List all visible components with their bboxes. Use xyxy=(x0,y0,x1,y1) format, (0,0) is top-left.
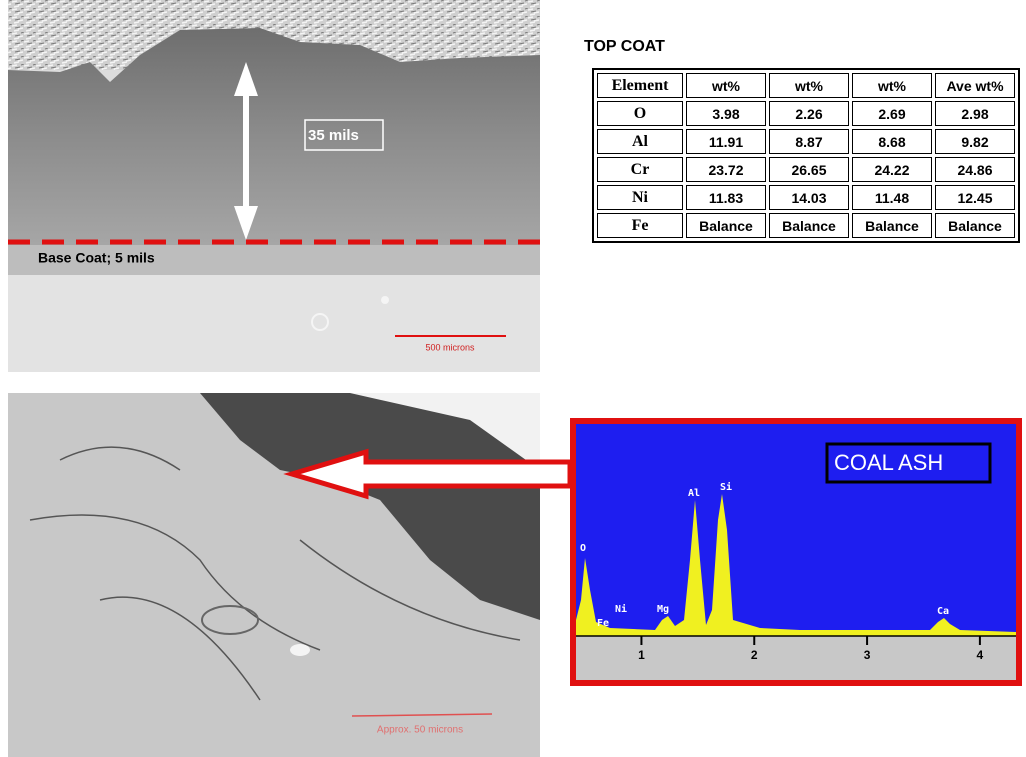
table-cell: 11.83 xyxy=(686,185,766,210)
table-cell: O xyxy=(597,101,683,126)
table-cell: Balance xyxy=(769,213,849,238)
table-cell: 11.48 xyxy=(852,185,932,210)
bottom-micrograph: Approx. 50 microns xyxy=(8,393,540,757)
table-cell: Fe xyxy=(597,213,683,238)
table-cell: Ave wt% xyxy=(935,73,1015,98)
table-cell: 2.26 xyxy=(769,101,849,126)
peak-label: Fe xyxy=(597,618,609,629)
x-tick-label: 2 xyxy=(751,648,758,662)
table-title: TOP COAT xyxy=(584,38,665,55)
table-cell: 12.45 xyxy=(935,185,1015,210)
table-row: O 3.98 2.26 2.69 2.98 xyxy=(597,101,1015,126)
scale-label: 500 microns xyxy=(425,342,475,352)
table-cell: 14.03 xyxy=(769,185,849,210)
table-row: Cr 23.72 26.65 24.22 24.86 xyxy=(597,157,1015,182)
peak-label: O xyxy=(580,543,586,554)
table-cell: 3.98 xyxy=(686,101,766,126)
peak-label: Al xyxy=(688,488,700,499)
top-micrograph: 35 mils Base Coat; 5 mils 500 microns xyxy=(8,0,540,372)
pointer-arrow xyxy=(283,448,573,500)
peak-label: Si xyxy=(720,481,732,493)
table-cell: 2.98 xyxy=(935,101,1015,126)
spectrum-label: COAL ASH xyxy=(834,450,943,475)
peak-label: Mg xyxy=(657,604,669,615)
table-cell: Balance xyxy=(686,213,766,238)
x-tick-label: 4 xyxy=(977,648,984,662)
table-cell: Al xyxy=(597,129,683,154)
x-tick-label: 3 xyxy=(864,648,871,662)
base-coat-label: Base Coat; 5 mils xyxy=(38,250,155,266)
table-cell: 23.72 xyxy=(686,157,766,182)
table-cell: wt% xyxy=(686,73,766,98)
spectrum-curve xyxy=(576,494,1016,636)
table-cell: 26.65 xyxy=(769,157,849,182)
table-row: Fe Balance Balance Balance Balance xyxy=(597,213,1015,238)
table-cell: Balance xyxy=(935,213,1015,238)
scale-label: Approx. 50 microns xyxy=(377,725,463,736)
table-cell: Ni xyxy=(597,185,683,210)
table-cell: 9.82 xyxy=(935,129,1015,154)
spectrum-panel: COAL ASH O Fe Ni Mg Al Si Ca 1 2 3 4 xyxy=(570,418,1022,686)
peak-label: Ni xyxy=(615,603,627,615)
table-cell: 24.86 xyxy=(935,157,1015,182)
table-cell: Balance xyxy=(852,213,932,238)
table-cell: Element xyxy=(597,73,683,98)
table-cell: 2.69 xyxy=(852,101,932,126)
table-cell: Cr xyxy=(597,157,683,182)
header-row: Element wt% wt% wt% Ave wt% xyxy=(597,73,1015,98)
table-cell: 11.91 xyxy=(686,129,766,154)
table-cell: 24.22 xyxy=(852,157,932,182)
x-tick-label: 1 xyxy=(638,648,645,662)
table-cell: 8.87 xyxy=(769,129,849,154)
table-cell: 8.68 xyxy=(852,129,932,154)
thickness-label: 35 mils xyxy=(308,127,359,144)
composition-table: Element wt% wt% wt% Ave wt% O 3.98 2.26 2.69 2.98… xyxy=(592,68,1020,243)
table-row: Al 11.91 8.87 8.68 9.82 xyxy=(597,129,1015,154)
table-row: Ni 11.83 14.03 11.48 12.45 xyxy=(597,185,1015,210)
table-cell: wt% xyxy=(769,73,849,98)
peak-label: Ca xyxy=(937,606,949,617)
table-cell: wt% xyxy=(852,73,932,98)
